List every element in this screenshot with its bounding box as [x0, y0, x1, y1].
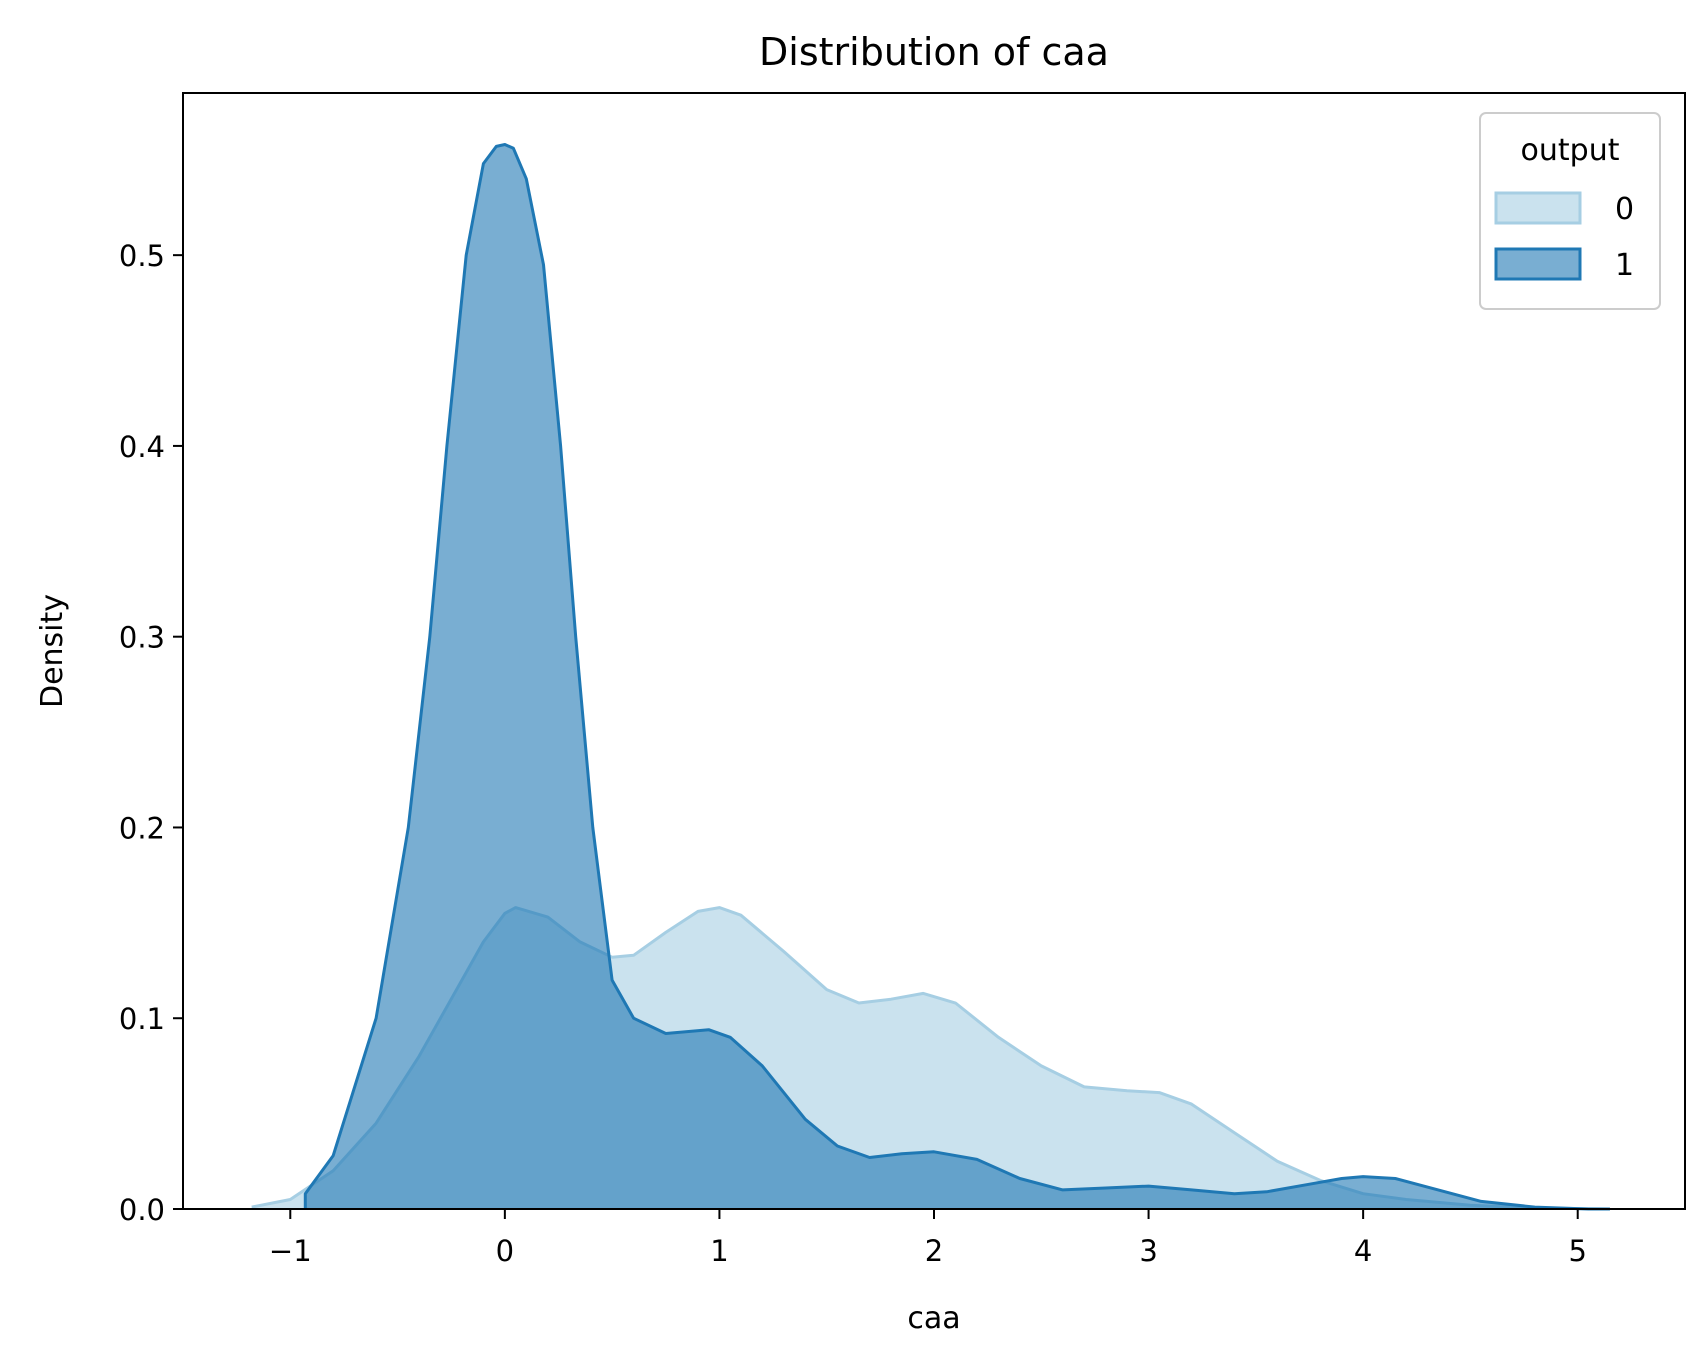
plot-area — [251, 143, 1610, 1211]
legend-swatch-1 — [1494, 247, 1582, 281]
x-tick-label: 2 — [925, 1234, 943, 1268]
x-tick-label: 5 — [1568, 1234, 1586, 1268]
legend: output 0 1 — [1479, 112, 1661, 310]
y-axis: 0.0 0.1 0.2 0.3 0.4 0.5 — [119, 239, 183, 1227]
y-axis-label: Density — [35, 594, 70, 708]
y-tick-label: 0.2 — [119, 811, 165, 845]
x-tick-label: 3 — [1139, 1234, 1157, 1268]
y-tick-label: 0.3 — [119, 621, 165, 655]
x-axis: −1 0 1 2 3 4 5 — [269, 1209, 1587, 1268]
y-tick-label: 0.4 — [119, 430, 165, 464]
series-1-area — [305, 144, 1610, 1209]
plot-frame — [182, 92, 1686, 1210]
legend-title: output — [1521, 133, 1620, 168]
series-1-line — [303, 143, 1610, 1211]
x-tick-label: 4 — [1354, 1234, 1372, 1268]
legend-label-1: 1 — [1615, 248, 1634, 283]
y-tick-label: 0.1 — [119, 1002, 165, 1036]
x-axis-label: caa — [907, 1301, 960, 1336]
x-tick-label: −1 — [269, 1234, 312, 1268]
x-tick-label: 0 — [496, 1234, 514, 1268]
legend-swatch-0 — [1494, 191, 1582, 225]
y-tick-label: 0.0 — [119, 1193, 165, 1227]
legend-label-0: 0 — [1615, 192, 1634, 227]
chart-title: Distribution of caa — [759, 30, 1109, 74]
x-tick-label: 1 — [710, 1234, 728, 1268]
y-tick-label: 0.5 — [119, 239, 165, 273]
